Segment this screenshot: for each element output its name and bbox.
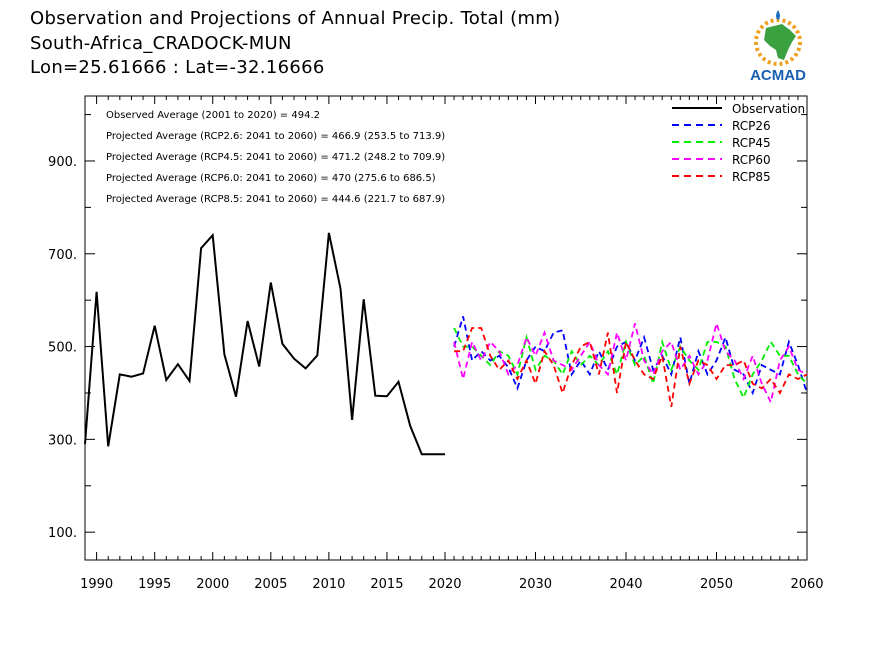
africa-map-icon (764, 24, 796, 60)
axes: 100. 300. 500. 700. 900. 1990 1995 2000 2005 2010… (48, 96, 824, 592)
annotation-line: Projected Average (RCP6.0: 2041 to 2060)… (106, 173, 436, 184)
x-tick-label: 2050 (700, 577, 733, 592)
series-line-rcp45 (453, 327, 808, 400)
x-tick-label: 1990 (80, 577, 113, 592)
series-lines (84, 232, 808, 456)
y-tick-label: 300. (48, 433, 77, 448)
chart-subtitle-coordinates: Lon=25.61666 : Lat=-32.16666 (30, 57, 325, 78)
legend-label: RCP85 (732, 170, 771, 184)
legend-label: RCP45 (732, 136, 771, 150)
legend-label: Observation (732, 102, 805, 116)
series-line-observation (84, 232, 445, 456)
logo-text: ACMAD (750, 67, 806, 84)
y-tick-label: 100. (48, 526, 77, 541)
x-tick-label: 2020 (428, 577, 461, 592)
annotation-line: Projected Average (RCP2.6: 2041 to 2060)… (106, 131, 445, 142)
x-tick-label: 2060 (790, 577, 823, 592)
legend: Observation RCP26 RCP45 RCP60 RCP85 (672, 102, 805, 184)
x-tick-label: 2000 (196, 577, 229, 592)
annotation-line: Projected Average (RCP4.5: 2041 to 2060)… (106, 152, 445, 163)
legend-label: RCP60 (732, 153, 771, 167)
x-tick-label: 2005 (254, 577, 287, 592)
plot-frame (84, 95, 808, 561)
x-tick-label: 2015 (370, 577, 403, 592)
y-tick-label: 500. (48, 341, 77, 356)
annotation-line: Projected Average (RCP8.5: 2041 to 2060)… (106, 194, 445, 205)
water-drop-icon (776, 10, 780, 20)
series-line-rcp85 (454, 327, 808, 408)
x-tick-label: 2010 (312, 577, 345, 592)
x-tick-label: 1995 (138, 577, 171, 592)
y-tick-label: 700. (48, 248, 77, 263)
acmad-logo: ACMAD (750, 10, 806, 84)
chart-title: Observation and Projections of Annual Pr… (30, 8, 561, 29)
x-tick-label: 2030 (519, 577, 552, 592)
y-tick-label: 900. (48, 155, 77, 170)
annotation-line: Observed Average (2001 to 2020) = 494.2 (106, 110, 320, 121)
legend-label: RCP26 (732, 119, 771, 133)
x-tick-label: 2040 (609, 577, 642, 592)
chart-subtitle-location: South-Africa_CRADOCK-MUN (30, 33, 292, 54)
annotations: Observed Average (2001 to 2020) = 494.2 P… (106, 110, 445, 205)
